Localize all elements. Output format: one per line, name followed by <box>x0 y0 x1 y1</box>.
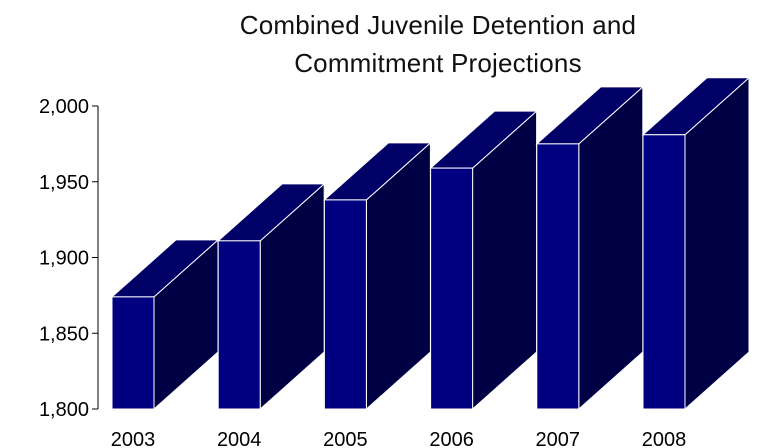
bar-2008 <box>642 134 686 410</box>
bar-2003 <box>111 296 155 410</box>
x-tick-label: 2003 <box>111 429 156 448</box>
bar-2006 <box>430 167 474 410</box>
y-tick-label: 2,000 <box>39 96 89 118</box>
x-tick-label: 2005 <box>323 429 368 448</box>
y-tick-label: 1,800 <box>39 399 89 421</box>
y-tick-label: 1,950 <box>39 172 89 194</box>
x-tick-label: 2007 <box>536 429 581 448</box>
y-tick-label: 1,850 <box>39 323 89 345</box>
chart-title-line-1: Combined Juvenile Detention and <box>239 10 637 40</box>
x-tick-label: 2008 <box>642 429 687 448</box>
bar-2007 <box>536 143 580 410</box>
bar-2004 <box>217 240 261 410</box>
y-tick-label: 1,900 <box>39 248 89 270</box>
chart-title-line-2: Commitment Projections <box>294 48 582 78</box>
x-tick-label: 2004 <box>217 429 262 448</box>
bar-2005 <box>323 199 367 410</box>
bar-side-2008 <box>684 76 750 411</box>
x-tick-label: 2006 <box>429 429 474 448</box>
chart-title: Combined Juvenile Detention and Commitme… <box>0 6 759 82</box>
